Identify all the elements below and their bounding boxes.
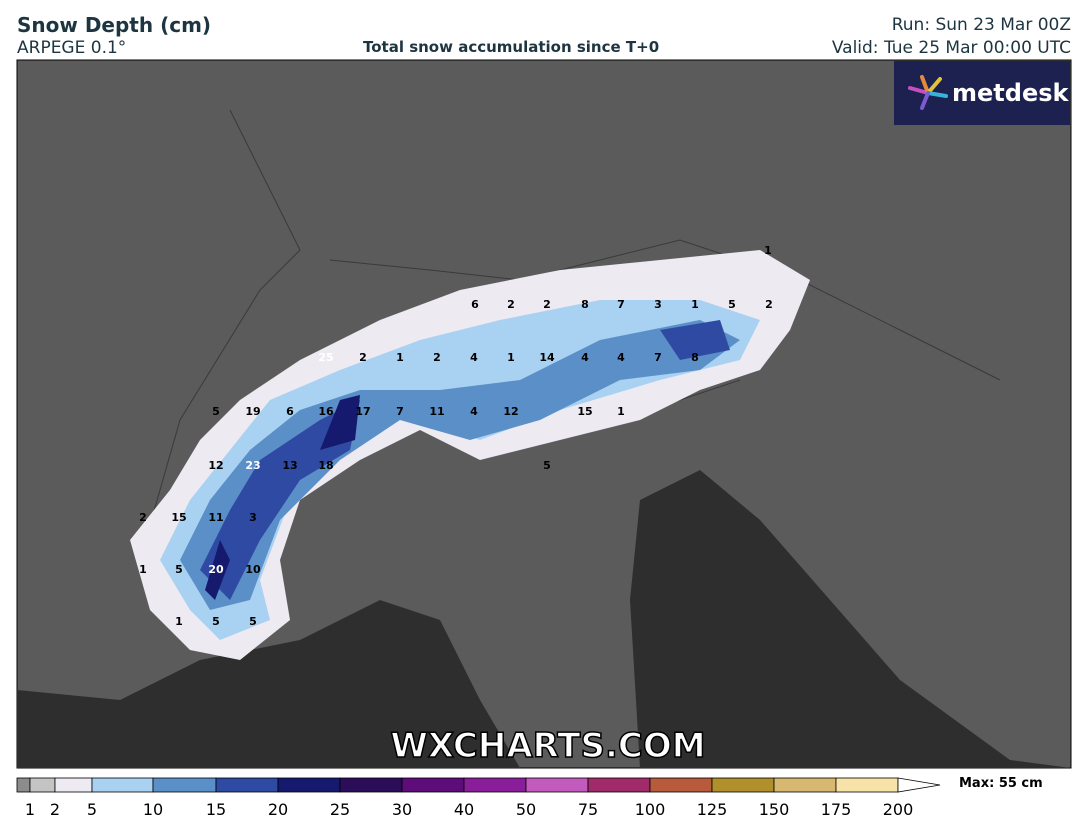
map-label: 7 bbox=[654, 351, 662, 364]
map-label: 20 bbox=[208, 563, 224, 576]
title: Snow Depth (cm) bbox=[17, 13, 212, 37]
map-label: 3 bbox=[654, 298, 662, 311]
map-label: 1 bbox=[507, 351, 515, 364]
map-label: 1 bbox=[175, 615, 183, 628]
colorbar-tick-label: 200 bbox=[883, 800, 914, 819]
map-label: 4 bbox=[617, 351, 625, 364]
colorbar-segment bbox=[339, 777, 403, 793]
colorbar-segment bbox=[215, 777, 279, 793]
map-label: 12 bbox=[503, 405, 518, 418]
map-label: 17 bbox=[355, 405, 370, 418]
colorbar-segment bbox=[525, 777, 589, 793]
map-label: 15 bbox=[577, 405, 592, 418]
colorbar-segment bbox=[152, 777, 217, 793]
map-label: 12 bbox=[208, 459, 223, 472]
map-label: 6 bbox=[286, 405, 294, 418]
colorbar-segment bbox=[29, 777, 56, 793]
map-label: 1 bbox=[764, 244, 772, 257]
colorbar-segment bbox=[649, 777, 713, 793]
colorbar-tick-label: 125 bbox=[697, 800, 728, 819]
valid: Valid: Tue 25 Mar 00:00 UTC bbox=[831, 38, 1071, 58]
colorbar-tick-label: 5 bbox=[87, 800, 97, 819]
map-label: 5 bbox=[249, 615, 257, 628]
map-label: 18 bbox=[318, 459, 333, 472]
map-label: 1 bbox=[396, 351, 404, 364]
logo-icon bbox=[908, 75, 948, 110]
map-label: 8 bbox=[691, 351, 699, 364]
colorbar-segment bbox=[463, 777, 527, 793]
colorbar-segment bbox=[16, 777, 31, 793]
map-label: 7 bbox=[396, 405, 404, 418]
description: Total snow accumulation since T+0 bbox=[363, 38, 660, 56]
colorbar-segment bbox=[54, 777, 93, 793]
colorbar-segment bbox=[401, 777, 465, 793]
colorbar-tick-label: 75 bbox=[578, 800, 598, 819]
map-label: 5 bbox=[175, 563, 183, 576]
colorbar-arrow bbox=[897, 777, 941, 793]
map-label: 4 bbox=[470, 351, 478, 364]
map-label: 19 bbox=[245, 405, 260, 418]
map-label: 1 bbox=[617, 405, 625, 418]
colorbar-tick-label: 15 bbox=[206, 800, 226, 819]
map-label: 7 bbox=[617, 298, 625, 311]
watermark: WXCHARTS.COM bbox=[390, 726, 705, 766]
model: ARPEGE 0.1° bbox=[17, 38, 127, 58]
colorbar-segment bbox=[711, 777, 775, 793]
colorbar-segment bbox=[91, 777, 154, 793]
map-label: 14 bbox=[539, 351, 555, 364]
map-label: 2 bbox=[765, 298, 773, 311]
colorbar-tick-label: 1 bbox=[25, 800, 35, 819]
snow-15 bbox=[200, 320, 730, 600]
colorbar-tick-label: 2 bbox=[50, 800, 60, 819]
map-label: 4 bbox=[581, 351, 589, 364]
colorbar-segment bbox=[773, 777, 837, 793]
colorbar-tick-label: 30 bbox=[392, 800, 412, 819]
ligurian-sea bbox=[17, 600, 520, 768]
colorbar-tick-label: 20 bbox=[268, 800, 288, 819]
map-label: 3 bbox=[249, 511, 257, 524]
map-label: 16 bbox=[318, 405, 334, 418]
colorbar-tick-label: 150 bbox=[759, 800, 790, 819]
map-label: 2 bbox=[359, 351, 367, 364]
colorbar-tick-label: 25 bbox=[330, 800, 350, 819]
map-label: 5 bbox=[212, 615, 220, 628]
map-label: 2 bbox=[433, 351, 441, 364]
map-label: 11 bbox=[208, 511, 223, 524]
run: Run: Sun 23 Mar 00Z bbox=[891, 15, 1071, 35]
map-label: 23 bbox=[245, 459, 260, 472]
colorbar-segment bbox=[587, 777, 651, 793]
map-label: 2 bbox=[139, 511, 147, 524]
adriatic-sea bbox=[630, 470, 1071, 768]
map-label: 1 bbox=[691, 298, 699, 311]
map-label: 6 bbox=[471, 298, 479, 311]
map-label: 4 bbox=[470, 405, 478, 418]
colorbar-tick-label: 10 bbox=[143, 800, 163, 819]
colorbar-tick-label: 100 bbox=[635, 800, 666, 819]
logo-text: metdesk bbox=[952, 79, 1070, 107]
colorbar-tick-label: 50 bbox=[516, 800, 536, 819]
colorbar-tick-label: 40 bbox=[454, 800, 474, 819]
map-label: 11 bbox=[429, 405, 444, 418]
colorbar-segment bbox=[835, 777, 899, 793]
map-label: 5 bbox=[212, 405, 220, 418]
map-label: 15 bbox=[171, 511, 186, 524]
map-label: 2 bbox=[507, 298, 515, 311]
max-label: Max: 55 cm bbox=[959, 776, 1043, 791]
map-label: 13 bbox=[282, 459, 297, 472]
colorbar-tick-label: 175 bbox=[821, 800, 852, 819]
colorbar-segment bbox=[277, 777, 341, 793]
map-label: 5 bbox=[728, 298, 736, 311]
snow-20 bbox=[205, 395, 360, 600]
map-label: 10 bbox=[245, 563, 261, 576]
map-label: 25 bbox=[318, 351, 333, 364]
map-label: 2 bbox=[543, 298, 551, 311]
map-label: 8 bbox=[581, 298, 589, 311]
map-label: 5 bbox=[543, 459, 551, 472]
map-label: 1 bbox=[139, 563, 147, 576]
